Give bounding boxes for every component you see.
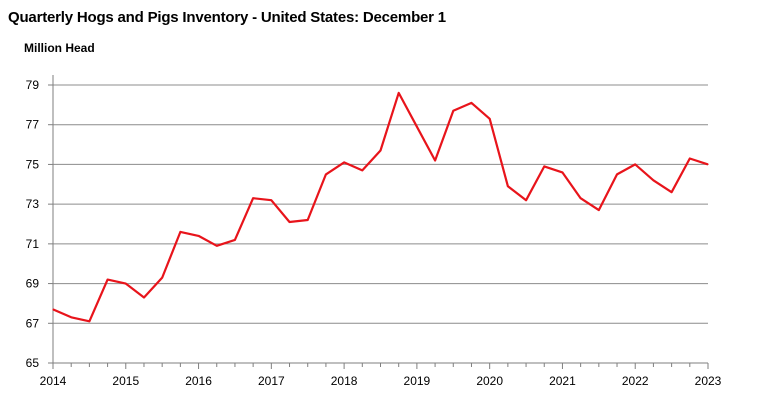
data-point-32 — [634, 163, 636, 165]
data-point-30 — [598, 209, 600, 211]
data-point-25 — [507, 185, 509, 187]
data-point-24 — [489, 118, 491, 120]
x-tick-label-2019: 2019 — [404, 374, 431, 388]
data-point-19 — [398, 92, 400, 94]
data-point-28 — [561, 171, 564, 173]
data-point-2 — [88, 320, 90, 322]
x-tick-label-2017: 2017 — [258, 374, 285, 388]
data-point-6 — [161, 277, 163, 279]
y-tick-label-73: 73 — [26, 197, 40, 211]
data-point-4 — [125, 283, 127, 285]
data-point-12 — [270, 199, 272, 201]
y-tick-label-65: 65 — [26, 356, 40, 370]
x-tick-label-2023: 2023 — [695, 374, 722, 388]
y-tick-label-79: 79 — [26, 78, 40, 92]
x-tick-label-2021: 2021 — [549, 374, 576, 388]
x-tick-label-2016: 2016 — [185, 374, 212, 388]
gridlines — [53, 84, 708, 324]
data-point-5 — [143, 296, 145, 299]
data-point-31 — [616, 173, 618, 175]
data-point-16 — [343, 161, 345, 163]
data-point-33 — [652, 179, 655, 181]
data-point-8 — [198, 235, 200, 237]
x-tick-label-2015: 2015 — [112, 374, 139, 388]
data-point-3 — [107, 279, 109, 281]
data-point-1 — [70, 316, 72, 318]
x-tick-label-2014: 2014 — [40, 374, 67, 388]
data-point-34 — [671, 191, 673, 193]
axes — [48, 75, 709, 369]
x-tick-labels: 2014 2015 2016 2017 2018 2019 2020 2021 2022 2023 — [40, 374, 722, 388]
data-point-13 — [288, 221, 291, 223]
data-point-7 — [179, 231, 181, 233]
data-point-22 — [452, 110, 454, 112]
y-axis-unit-label: Million Head — [24, 41, 95, 55]
x-tick-label-2018: 2018 — [331, 374, 358, 388]
data-point-26 — [525, 199, 527, 201]
y-tick-label-71: 71 — [26, 237, 40, 251]
data-point-35 — [689, 157, 691, 160]
data-point-11 — [252, 197, 254, 199]
series-line-0 — [52, 91, 709, 323]
data-point-21 — [434, 159, 436, 162]
data-point-36 — [707, 163, 709, 165]
x-tick-label-2022: 2022 — [622, 374, 649, 388]
data-point-18 — [379, 149, 382, 152]
data-point-10 — [234, 239, 236, 241]
y-tick-label-67: 67 — [26, 316, 40, 330]
y-tick-label-69: 69 — [26, 277, 40, 291]
data-point-23 — [470, 102, 473, 104]
x-tick-label-2020: 2020 — [476, 374, 503, 388]
data-point-29 — [580, 197, 582, 199]
data-point-27 — [543, 165, 545, 167]
y-tick-label-75: 75 — [26, 157, 40, 171]
data-point-15 — [325, 173, 327, 175]
chart-title: Quarterly Hogs and Pigs Inventory - Unit… — [8, 9, 446, 26]
data-point-9 — [216, 245, 218, 247]
data-point-0 — [52, 308, 54, 310]
data-point-20 — [416, 126, 418, 128]
data-point-17 — [361, 169, 363, 171]
y-tick-labels: 65 67 69 71 73 75 77 79 — [26, 78, 40, 370]
y-tick-label-77: 77 — [26, 118, 40, 132]
data-point-14 — [307, 219, 309, 221]
series-group — [52, 91, 709, 323]
